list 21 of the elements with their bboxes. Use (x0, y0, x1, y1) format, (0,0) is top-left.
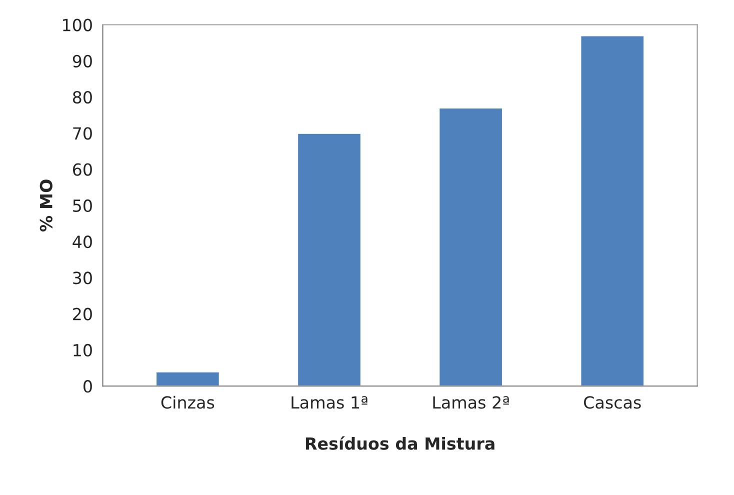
bar (580, 34, 645, 386)
y-tick-label: 40 (72, 236, 92, 248)
y-tick-label: 0 (84, 380, 92, 393)
x-tick-label: Lamas 1ª (292, 396, 368, 409)
y-tick-label: 60 (72, 163, 92, 176)
y-tick-label: 50 (73, 199, 92, 212)
bar (155, 370, 220, 386)
y-axis-title: % MO (40, 180, 52, 232)
y-tick-label: 20 (73, 308, 92, 320)
y-tick-label: 30 (73, 272, 92, 284)
x-tick-label: Cinzas (161, 396, 214, 409)
bar (438, 107, 504, 386)
bar (296, 132, 362, 386)
y-tick-label: 90 (72, 54, 92, 68)
x-axis-title: Resíduos da Mistura (306, 436, 494, 450)
x-tick-label: Lamas 2ª (433, 396, 509, 409)
y-tick-label: 80 (72, 90, 92, 104)
x-tick-label: Cascas (584, 396, 641, 409)
y-tick-label: 100 (63, 18, 92, 32)
y-tick-label: 10 (74, 344, 92, 357)
y-tick-label: 70 (73, 127, 92, 140)
